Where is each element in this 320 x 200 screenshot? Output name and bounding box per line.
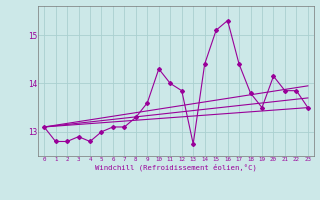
X-axis label: Windchill (Refroidissement éolien,°C): Windchill (Refroidissement éolien,°C)	[95, 164, 257, 171]
